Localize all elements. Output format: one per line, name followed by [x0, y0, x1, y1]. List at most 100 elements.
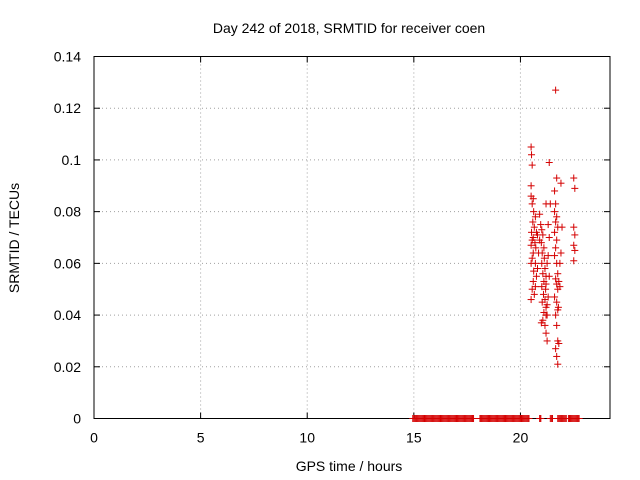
- data-point: [545, 234, 553, 241]
- y-tick-label: 0: [73, 411, 81, 427]
- data-point: [552, 86, 560, 94]
- data-point: [541, 321, 549, 329]
- data-point: [528, 285, 536, 293]
- y-tick-label: 0.1: [62, 152, 82, 168]
- data-point: [531, 213, 539, 221]
- data-point: [555, 340, 563, 348]
- data-point: [528, 254, 536, 262]
- data-point: [552, 311, 560, 319]
- y-tick-label: 0.08: [54, 204, 81, 220]
- data-point: [552, 200, 560, 208]
- data-point: [551, 187, 559, 195]
- data-point: [530, 290, 538, 298]
- data-point: [570, 241, 578, 249]
- data-point: [557, 179, 565, 187]
- data-point: [528, 151, 536, 159]
- x-tick-label: 5: [197, 430, 205, 446]
- data-point: [532, 272, 540, 280]
- data-point: [551, 208, 559, 216]
- data-point: [530, 223, 538, 231]
- data-point: [531, 239, 539, 247]
- data-point: [544, 293, 552, 301]
- data-point: [553, 236, 561, 244]
- grid: [94, 56, 610, 419]
- data-point: [570, 257, 578, 265]
- data-point: [551, 252, 559, 260]
- data-point: [551, 228, 559, 236]
- zero-marker: [470, 415, 478, 422]
- data-point: [534, 265, 542, 273]
- x-tick-label: 0: [90, 430, 98, 446]
- data-point: [528, 161, 536, 169]
- data-point: [536, 210, 544, 218]
- zero-marker: [575, 415, 583, 422]
- y-tick-label: 0.06: [54, 255, 81, 271]
- y-tick-label: 0.12: [54, 100, 81, 116]
- data-point: [539, 290, 547, 298]
- data-point: [552, 244, 560, 252]
- data-point: [570, 174, 578, 182]
- data-point: [556, 259, 564, 267]
- data-point: [537, 319, 545, 327]
- data-point: [527, 259, 535, 267]
- data-point: [532, 244, 540, 252]
- data-point: [571, 184, 579, 192]
- x-tick-label: 15: [406, 430, 422, 446]
- data-point: [545, 159, 553, 167]
- data-point: [527, 296, 535, 304]
- data-point: [544, 221, 552, 229]
- zero-marker: [548, 415, 556, 422]
- data-point: [538, 249, 546, 257]
- data-point: [571, 231, 579, 239]
- data-point: [553, 174, 561, 182]
- data-point: [538, 298, 546, 306]
- zero-marker: [564, 415, 572, 422]
- data-point: [542, 329, 550, 337]
- data-point: [544, 252, 552, 260]
- data-point: [529, 277, 537, 285]
- data-point: [539, 231, 547, 239]
- data-point: [553, 352, 561, 360]
- data-point: [527, 143, 535, 151]
- data-point: [530, 208, 538, 216]
- data-point: [538, 283, 546, 291]
- data-point: [530, 267, 538, 275]
- data-point: [558, 223, 566, 231]
- data-point: [555, 277, 563, 285]
- data-point: [529, 218, 537, 226]
- x-axis-label: GPS time / hours: [296, 458, 403, 474]
- data-point: [554, 270, 562, 278]
- data-point: [570, 223, 578, 231]
- data-point: [527, 241, 535, 249]
- data-point: [554, 360, 562, 368]
- data-point: [553, 298, 561, 306]
- data-point: [553, 321, 561, 329]
- data-point: [571, 246, 579, 254]
- y-axis-label: SRMTID / TECUs: [6, 183, 22, 293]
- zero-marker: [525, 415, 533, 422]
- data-point: [537, 221, 545, 229]
- x-tick-label: 10: [299, 430, 315, 446]
- data-point: [542, 280, 550, 288]
- data-point: [540, 254, 548, 262]
- data-point: [543, 337, 551, 345]
- zero-marker: [537, 415, 545, 422]
- y-tick-label: 0.02: [54, 359, 81, 375]
- data-point: [552, 345, 560, 353]
- data-point: [527, 182, 535, 190]
- data-point: [527, 192, 535, 200]
- data-point: [556, 283, 564, 291]
- data-point: [543, 259, 551, 267]
- data-point: [545, 272, 553, 280]
- data-point: [551, 293, 559, 301]
- data-point: [557, 249, 565, 257]
- data-point: [537, 239, 545, 247]
- y-tick-label: 0.04: [54, 307, 81, 323]
- data-point: [553, 213, 561, 221]
- data-point: [543, 301, 551, 309]
- data-point: [542, 311, 550, 319]
- data-point: [554, 303, 562, 311]
- data-points: [409, 86, 583, 422]
- x-tick-label: 20: [513, 430, 529, 446]
